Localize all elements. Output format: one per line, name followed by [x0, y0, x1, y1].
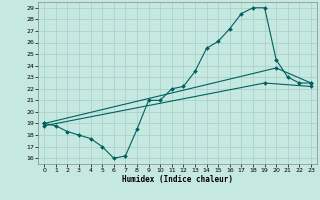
X-axis label: Humidex (Indice chaleur): Humidex (Indice chaleur): [122, 175, 233, 184]
